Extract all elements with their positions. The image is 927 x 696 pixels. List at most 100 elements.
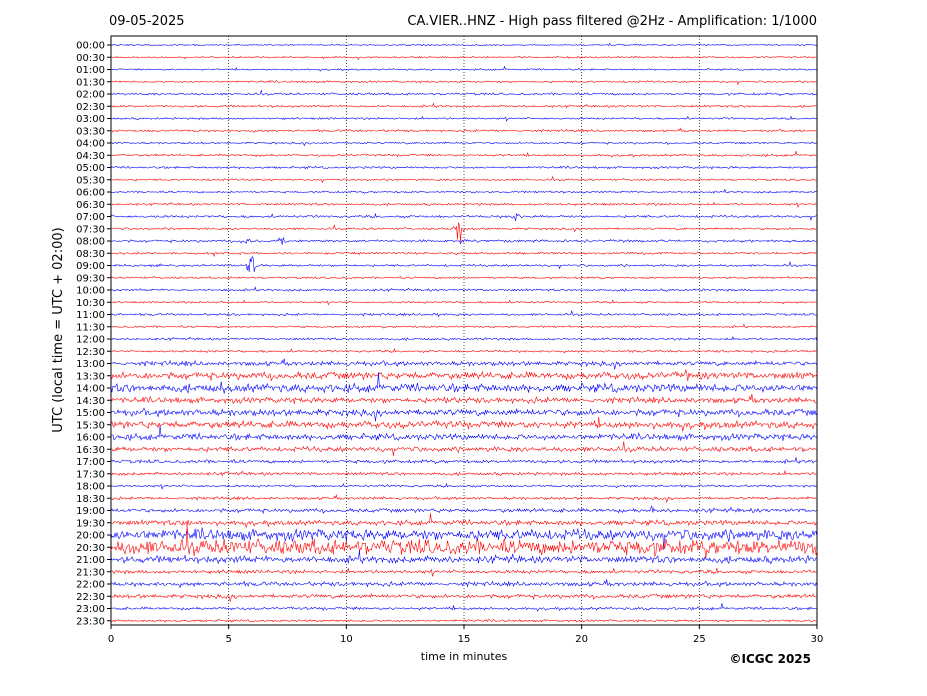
trace-row xyxy=(110,505,818,515)
trace-row xyxy=(110,310,817,318)
trace-row xyxy=(110,425,818,442)
y-tick-label: 13:00 xyxy=(76,359,105,370)
trace-row xyxy=(110,457,818,465)
trace-row xyxy=(110,416,818,432)
y-tick-label: 18:30 xyxy=(76,494,105,505)
trace-row xyxy=(110,286,818,292)
copyright-notice: ©ICGC 2025 xyxy=(729,652,811,666)
y-tick-label: 07:00 xyxy=(76,212,105,223)
trace-row xyxy=(110,201,818,209)
y-tick-label: 23:00 xyxy=(76,604,105,615)
y-tick-label: 17:30 xyxy=(76,469,105,480)
trace-row xyxy=(110,482,817,490)
trace-row xyxy=(110,372,818,394)
trace-row xyxy=(110,212,818,222)
trace-row xyxy=(110,393,818,405)
y-tick-label: 15:00 xyxy=(76,408,105,419)
trace-row xyxy=(110,469,818,477)
trace-row xyxy=(110,579,818,589)
chart-date: 09-05-2025 xyxy=(109,14,185,29)
y-tick-label: 01:00 xyxy=(76,65,105,76)
y-tick-label: 16:00 xyxy=(76,433,105,444)
y-tick-label: 13:30 xyxy=(76,371,105,382)
y-tick-label: 12:00 xyxy=(76,335,105,346)
y-tick-label: 04:30 xyxy=(76,151,105,162)
trace-row xyxy=(110,369,818,382)
x-axis-ticks: 0 5 10 15 20 25 30 xyxy=(108,625,824,645)
y-tick-label: 11:30 xyxy=(76,322,105,333)
chart-title: CA.VIER..HNZ - High pass filtered @2Hz -… xyxy=(407,14,817,29)
y-tick-label: 03:30 xyxy=(76,126,105,137)
y-tick-label: 03:00 xyxy=(76,114,105,125)
y-tick-label: 07:30 xyxy=(76,224,105,235)
trace-row xyxy=(110,347,818,354)
y-tick-label: 14:30 xyxy=(76,396,105,407)
y-tick-label: 19:00 xyxy=(76,506,105,517)
trace-row xyxy=(111,127,817,134)
y-tick-label: 08:00 xyxy=(76,237,105,248)
trace-row xyxy=(110,80,818,86)
y-tick-label: 02:00 xyxy=(76,90,105,101)
trace-row xyxy=(110,141,818,147)
y-tick-label: 17:00 xyxy=(76,457,105,468)
trace-row xyxy=(110,255,818,272)
y-tick-label: 15:30 xyxy=(76,420,105,431)
y-tick-label: 05:00 xyxy=(76,163,105,174)
y-tick-label: 08:30 xyxy=(76,249,105,260)
trace-row xyxy=(111,102,818,109)
trace-row xyxy=(110,175,818,184)
trace-row xyxy=(110,299,818,306)
y-tick-label: 16:30 xyxy=(76,445,105,456)
y-tick-label: 00:30 xyxy=(76,53,105,64)
x-tick-label: 30 xyxy=(811,634,824,645)
y-tick-label: 11:00 xyxy=(76,310,105,321)
trace-row xyxy=(110,513,818,529)
trace-row xyxy=(110,251,818,258)
trace-row xyxy=(110,618,818,623)
x-tick-label: 15 xyxy=(458,634,471,645)
trace-row xyxy=(110,550,818,565)
trace-row xyxy=(110,42,818,47)
y-tick-label: 10:30 xyxy=(76,298,105,309)
trace-row xyxy=(110,115,818,122)
y-tick-label: 09:00 xyxy=(76,261,105,272)
y-tick-label: 21:30 xyxy=(76,567,105,578)
trace-row xyxy=(110,567,818,577)
trace-row xyxy=(110,89,818,97)
trace-row xyxy=(110,494,818,504)
y-axis-label: UTC (local time = UTC + 02:00) xyxy=(51,227,66,432)
x-axis-label: time in minutes xyxy=(421,650,508,663)
trace-row xyxy=(110,358,818,370)
y-tick-label: 21:00 xyxy=(76,555,105,566)
y-tick-label: 12:30 xyxy=(76,347,105,358)
x-tick-label: 5 xyxy=(225,634,231,645)
trace-row xyxy=(111,188,818,194)
y-tick-label: 02:30 xyxy=(76,102,105,113)
y-tick-label: 06:30 xyxy=(76,200,105,211)
y-tick-label: 18:00 xyxy=(76,482,105,493)
y-tick-label: 05:30 xyxy=(76,175,105,186)
y-tick-label: 14:00 xyxy=(76,384,105,395)
y-tick-label: 04:00 xyxy=(76,139,105,150)
y-tick-label: 06:00 xyxy=(76,188,105,199)
trace-row xyxy=(110,151,818,158)
trace-row xyxy=(110,236,817,245)
x-tick-label: 0 xyxy=(108,634,114,645)
trace-row xyxy=(111,65,818,72)
trace-row xyxy=(110,323,818,329)
y-tick-label: 22:00 xyxy=(76,580,105,591)
y-tick-label: 00:00 xyxy=(76,41,105,52)
y-tick-label: 01:30 xyxy=(76,77,105,88)
trace-row xyxy=(110,407,818,422)
trace-row xyxy=(110,276,818,280)
y-tick-label: 10:00 xyxy=(76,286,105,297)
seismic-traces xyxy=(110,42,818,623)
trace-row xyxy=(110,603,818,612)
trace-row xyxy=(110,523,818,559)
x-tick-label: 25 xyxy=(693,634,706,645)
trace-row xyxy=(110,222,818,243)
y-tick-label: 23:30 xyxy=(76,616,105,627)
y-tick-label: 19:30 xyxy=(76,518,105,529)
x-tick-label: 10 xyxy=(340,634,353,645)
